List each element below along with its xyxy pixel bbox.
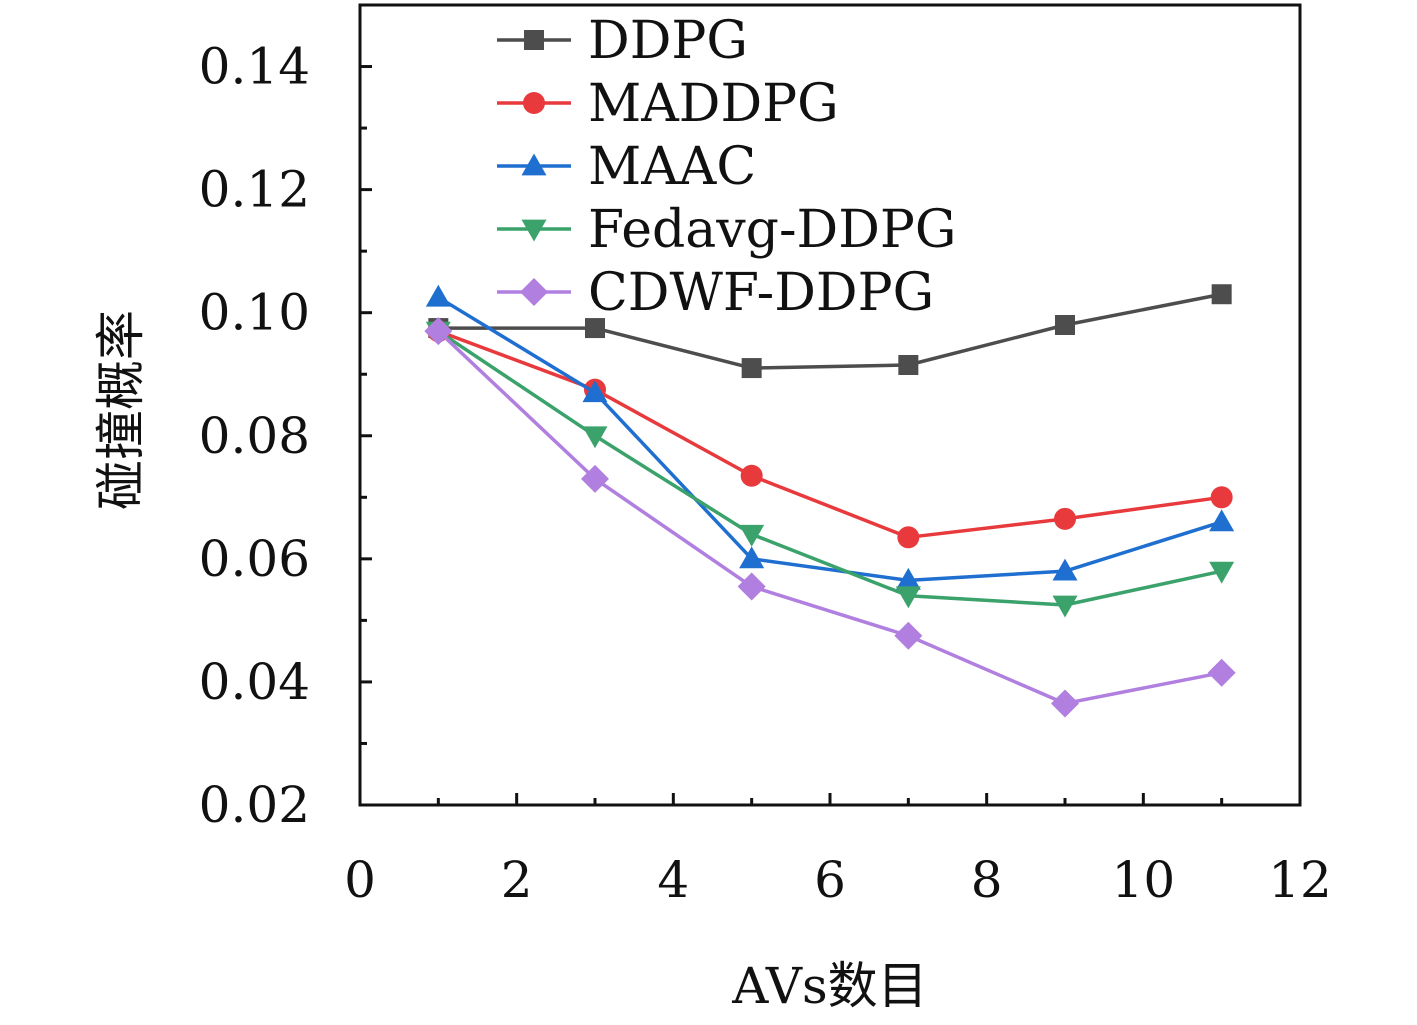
x-tick-label: 8 <box>971 851 1003 909</box>
legend-label: MADDPG <box>588 74 839 134</box>
data-point <box>737 572 766 601</box>
y-axis-title: 碰撞概率 <box>92 310 150 510</box>
legend-item: MAAC <box>497 137 756 197</box>
data-point <box>425 284 451 307</box>
data-point <box>1209 509 1235 532</box>
data-point <box>894 621 923 650</box>
data-point <box>1209 561 1235 584</box>
x-tick-label: 4 <box>657 851 689 909</box>
series-maac <box>425 284 1235 590</box>
data-point <box>897 526 920 549</box>
data-point <box>898 355 919 375</box>
series-line <box>437 329 1223 706</box>
data-point <box>1052 558 1078 581</box>
legend-item: Fedavg-DDPG <box>497 200 956 260</box>
y-tick-label: 0.14 <box>199 38 310 96</box>
data-point <box>1052 595 1078 618</box>
series-line <box>437 329 1222 540</box>
data-point <box>739 524 765 547</box>
data-point <box>1211 284 1232 305</box>
data-point <box>1051 689 1079 718</box>
legend-item: CDWF-DDPG <box>497 263 934 323</box>
legend-marker <box>521 219 547 242</box>
legend-label: CDWF-DDPG <box>588 263 934 323</box>
data-point <box>1054 507 1076 530</box>
legend-marker <box>524 30 544 50</box>
y-axis: 0.02 0.04 0.06 0.08 0.10 0.12 0.14 <box>199 38 372 834</box>
data-point <box>581 464 609 493</box>
series-cdwf-ddpg <box>424 317 1236 718</box>
y-tick-label: 0.02 <box>199 776 310 834</box>
x-tick-label: 6 <box>814 851 846 909</box>
series-line <box>437 295 1223 583</box>
data-point <box>895 586 921 609</box>
y-tick-label: 0.08 <box>199 407 310 465</box>
legend-item: MADDPG <box>497 74 839 134</box>
data-point <box>1207 658 1236 687</box>
y-tick-label: 0.10 <box>199 284 310 342</box>
data-point <box>740 464 763 487</box>
y-tick-label: 0.12 <box>199 161 310 219</box>
data-point <box>739 546 765 569</box>
legend-marker <box>523 92 545 114</box>
legend-marker <box>520 278 548 306</box>
series-fedavg-ddpg <box>425 321 1235 618</box>
legend-marker <box>521 153 547 176</box>
data-point <box>582 426 608 449</box>
x-tick-label: 12 <box>1268 851 1332 909</box>
data-point <box>424 317 453 346</box>
legend-label: MAAC <box>588 137 756 197</box>
data-point <box>582 380 608 403</box>
x-axis-title: AVs数目 <box>731 957 927 1015</box>
series-line <box>438 292 1223 370</box>
y-tick-label: 0.04 <box>199 653 310 711</box>
data-point <box>895 567 921 590</box>
x-tick-label: 0 <box>344 851 376 909</box>
x-tick-label: 2 <box>501 851 533 909</box>
x-axis: 0 2 4 6 8 10 12 <box>344 793 1332 909</box>
data-point <box>741 358 762 379</box>
data-point <box>585 318 605 339</box>
series-layer <box>424 284 1236 718</box>
x-tick-label: 10 <box>1112 851 1176 909</box>
data-point <box>1210 486 1233 509</box>
y-tick-label: 0.06 <box>199 530 310 588</box>
data-point <box>1055 315 1075 335</box>
legend-label: Fedavg-DDPG <box>588 200 956 260</box>
legend-label: DDPG <box>588 11 748 71</box>
series-line <box>437 329 1223 607</box>
legend-item: DDPG <box>497 11 748 71</box>
